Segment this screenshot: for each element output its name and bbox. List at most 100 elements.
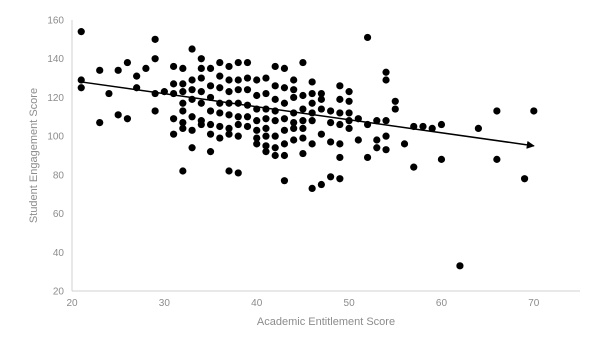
data-point <box>437 120 446 129</box>
data-point <box>428 124 436 132</box>
data-point <box>336 153 344 162</box>
data-point <box>170 115 178 123</box>
data-point <box>170 80 178 88</box>
data-point <box>216 84 224 92</box>
x-tick-label: 20 <box>66 298 78 309</box>
data-point <box>271 144 279 152</box>
data-point <box>123 58 132 67</box>
y-tick-label: 100 <box>47 132 64 143</box>
data-point <box>253 117 261 125</box>
data-point <box>290 86 298 94</box>
data-point <box>317 105 325 113</box>
data-point <box>216 72 224 80</box>
data-point <box>327 138 335 146</box>
data-point <box>179 99 187 107</box>
data-point <box>151 107 159 115</box>
data-point <box>206 82 215 90</box>
data-point <box>308 117 316 125</box>
data-point <box>179 80 187 88</box>
data-point <box>253 134 261 142</box>
data-point <box>308 184 316 193</box>
data-point <box>179 107 187 115</box>
data-point <box>419 122 427 131</box>
data-point <box>290 76 298 84</box>
data-point <box>225 76 233 84</box>
data-point <box>234 86 242 94</box>
data-point <box>373 144 381 152</box>
data-point <box>243 58 252 67</box>
data-point <box>123 115 132 123</box>
data-point <box>179 118 187 127</box>
data-point <box>216 134 224 142</box>
data-point <box>271 132 279 140</box>
data-point <box>290 136 298 144</box>
data-point <box>77 84 85 92</box>
data-point <box>336 140 344 148</box>
y-tick-label: 120 <box>47 93 64 104</box>
data-point <box>197 88 205 96</box>
data-point <box>280 64 289 72</box>
data-point <box>363 33 372 42</box>
data-point <box>437 155 446 163</box>
data-point <box>308 140 316 148</box>
data-point <box>262 132 270 140</box>
data-point <box>336 82 344 90</box>
data-point <box>363 153 372 162</box>
trendline <box>81 81 535 149</box>
data-point <box>299 91 307 100</box>
data-point <box>410 163 418 171</box>
data-point <box>225 111 233 119</box>
x-axis-title: Academic Entitlement Score <box>257 316 395 328</box>
data-point <box>345 88 353 96</box>
data-point <box>188 45 196 53</box>
data-point <box>114 66 122 74</box>
data-point <box>105 89 113 98</box>
data-point <box>373 117 381 125</box>
data-point <box>188 113 196 121</box>
data-point <box>474 124 482 132</box>
data-point <box>243 113 252 121</box>
y-tick-label: 20 <box>53 287 65 298</box>
data-point <box>299 58 307 67</box>
data-point <box>206 120 215 129</box>
x-tick-label: 70 <box>528 298 540 309</box>
data-points <box>77 28 538 270</box>
data-point <box>299 149 307 158</box>
data-point <box>170 130 178 138</box>
data-point <box>290 93 298 102</box>
data-point <box>456 262 464 270</box>
data-point <box>197 99 205 107</box>
data-point <box>216 122 224 131</box>
data-point <box>253 126 261 134</box>
data-point <box>336 95 344 103</box>
data-point <box>391 97 399 105</box>
data-point <box>179 88 187 96</box>
data-point <box>308 99 316 107</box>
data-point <box>253 91 261 100</box>
data-point <box>280 177 289 185</box>
data-point <box>96 118 104 127</box>
data-point <box>317 130 325 138</box>
data-point <box>133 72 141 80</box>
data-point <box>179 124 187 132</box>
data-point <box>243 74 252 82</box>
x-tick-label: 60 <box>436 298 448 309</box>
data-point <box>382 117 390 125</box>
data-point <box>262 148 270 156</box>
data-point <box>391 105 399 113</box>
data-point <box>299 134 307 142</box>
data-point <box>243 122 252 131</box>
data-point <box>327 107 335 115</box>
data-point <box>225 167 233 175</box>
data-point <box>382 146 390 154</box>
data-point <box>253 76 261 84</box>
data-point <box>280 151 289 160</box>
data-point <box>299 124 307 132</box>
data-point <box>530 107 538 115</box>
data-point <box>308 78 316 86</box>
data-point <box>197 64 205 72</box>
x-tick-label: 50 <box>344 298 356 309</box>
data-point <box>400 140 409 148</box>
data-point <box>262 115 270 123</box>
